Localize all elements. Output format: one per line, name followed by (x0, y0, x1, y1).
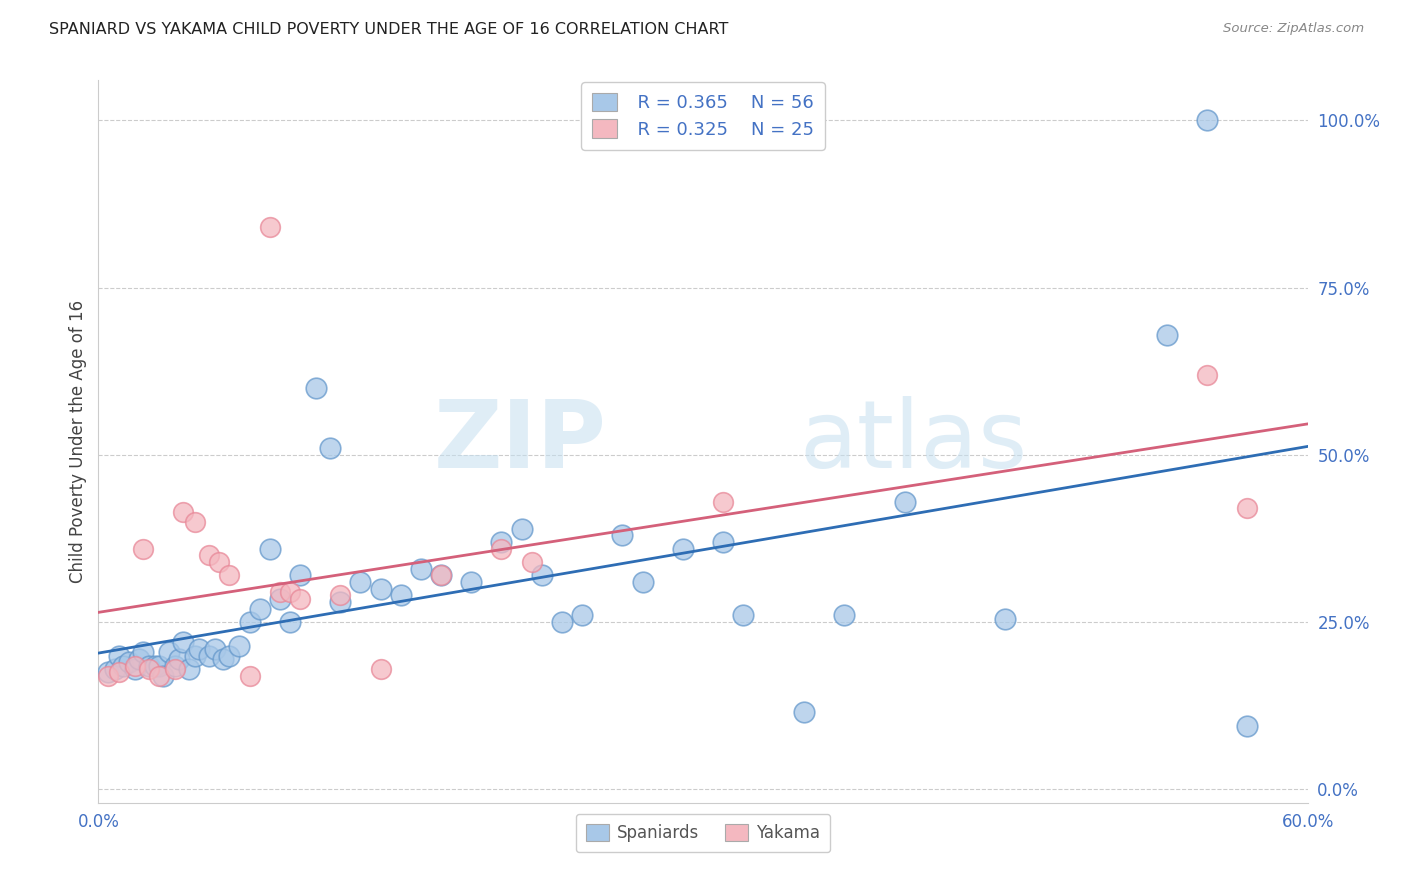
Point (430, 568, 453, 582)
Point (97, 669, 120, 683)
Point (329, 589, 352, 603)
Point (370, 582, 392, 596)
Point (510, 521, 533, 535)
Point (793, 706, 815, 720)
Point (631, 575, 654, 590)
Point (571, 608, 593, 623)
Point (1236, 501, 1258, 516)
Point (148, 669, 170, 683)
Point (138, 658, 160, 673)
Point (212, 652, 235, 666)
Point (103, 662, 125, 676)
Point (491, 541, 513, 556)
Point (530, 568, 553, 582)
Point (184, 515, 207, 529)
Point (218, 568, 240, 582)
Point (138, 662, 160, 676)
Point (172, 635, 194, 649)
Point (430, 568, 453, 582)
Point (124, 662, 146, 676)
Point (198, 548, 221, 563)
Point (1236, 719, 1258, 733)
Point (612, 528, 634, 542)
Point (132, 541, 155, 556)
Point (172, 505, 194, 519)
Point (188, 642, 211, 657)
Point (711, 494, 734, 508)
Point (1156, 327, 1178, 342)
Point (239, 615, 262, 630)
Point (278, 615, 301, 630)
Point (208, 555, 231, 569)
Point (551, 615, 574, 630)
Y-axis label: Child Poverty Under the Age of 16: Child Poverty Under the Age of 16 (69, 300, 87, 583)
Point (198, 648, 221, 663)
Point (239, 669, 262, 683)
Point (118, 655, 141, 669)
Point (288, 568, 311, 582)
Point (259, 541, 281, 556)
Point (832, 608, 855, 623)
Point (163, 662, 186, 676)
Point (218, 648, 240, 663)
Text: SPANIARD VS YAKAMA CHILD POVERTY UNDER THE AGE OF 16 CORRELATION CHART: SPANIARD VS YAKAMA CHILD POVERTY UNDER T… (49, 22, 728, 37)
Point (152, 669, 174, 683)
Point (124, 658, 146, 673)
Point (148, 658, 170, 673)
Point (204, 642, 226, 657)
Point (733, 608, 755, 623)
Point (711, 535, 734, 549)
Point (370, 662, 392, 676)
Point (128, 652, 150, 666)
Point (994, 612, 1017, 626)
Text: atlas: atlas (800, 395, 1028, 488)
Point (409, 562, 432, 576)
Legend: Spaniards, Yakama: Spaniards, Yakama (575, 814, 831, 852)
Point (157, 645, 180, 659)
Point (672, 541, 695, 556)
Point (305, 381, 328, 395)
Point (228, 639, 250, 653)
Point (491, 535, 513, 549)
Point (167, 652, 190, 666)
Point (107, 665, 129, 680)
Text: Source: ZipAtlas.com: Source: ZipAtlas.com (1223, 22, 1364, 36)
Point (389, 589, 412, 603)
Point (111, 658, 134, 673)
Point (184, 648, 207, 663)
Point (288, 591, 311, 606)
Point (278, 585, 301, 599)
Point (893, 494, 915, 508)
Point (1195, 113, 1218, 128)
Point (143, 658, 166, 673)
Point (259, 220, 281, 235)
Point (107, 648, 129, 663)
Point (329, 595, 352, 609)
Point (349, 575, 371, 590)
Point (179, 662, 201, 676)
Text: ZIP: ZIP (433, 395, 606, 488)
Point (460, 575, 482, 590)
Point (520, 555, 543, 569)
Point (132, 645, 155, 659)
Point (319, 442, 342, 455)
Point (249, 602, 271, 616)
Point (97, 665, 120, 680)
Point (1195, 368, 1218, 382)
Point (269, 585, 291, 599)
Point (269, 591, 291, 606)
Point (163, 658, 186, 673)
